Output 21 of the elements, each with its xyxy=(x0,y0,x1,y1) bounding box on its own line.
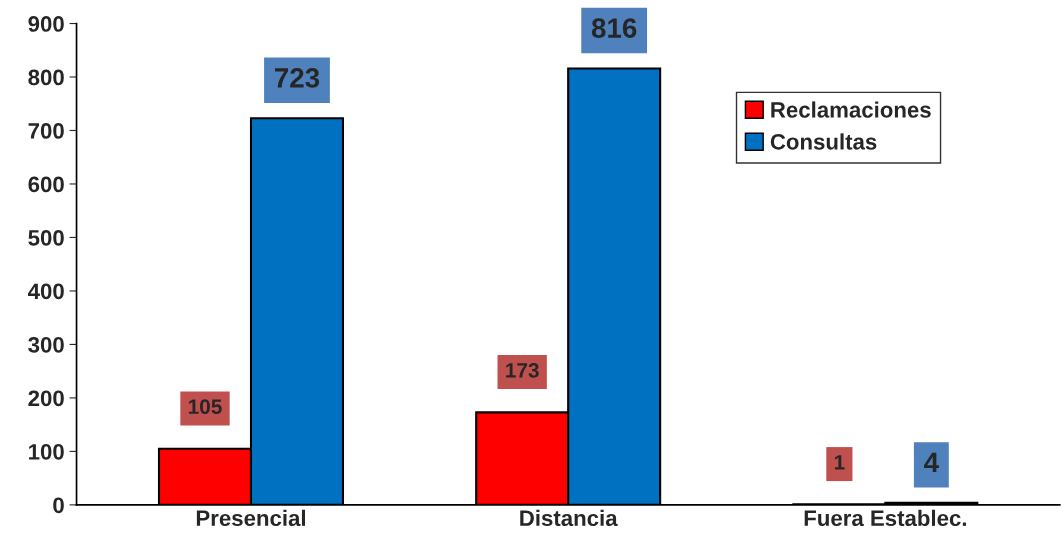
y-tick-label: 900 xyxy=(28,16,64,32)
x-tick-label: Fuera Establec. xyxy=(804,509,966,527)
y-tick-label: 500 xyxy=(28,229,64,246)
y-tick-label: 400 xyxy=(27,283,64,300)
legend-label: Reclamaciones xyxy=(771,101,931,118)
data-label: 173 xyxy=(506,362,539,378)
data-label: 4 xyxy=(924,452,939,472)
y-tick-label: 0 xyxy=(53,497,64,514)
data-label: 105 xyxy=(188,399,222,415)
legend-label: Consultas xyxy=(770,133,877,150)
y-tick-label: 100 xyxy=(29,443,64,460)
y-tick-label: 700 xyxy=(28,123,64,139)
x-tick-label: Distancia xyxy=(520,509,618,527)
y-tick-label: 600 xyxy=(28,176,64,193)
x-tick-label: Presencial xyxy=(196,509,306,527)
y-tick-label: 200 xyxy=(28,390,64,407)
y-tick-label: 300 xyxy=(28,336,64,353)
y-tick-label: 800 xyxy=(28,69,64,86)
data-label: 816 xyxy=(591,18,637,38)
data-label: 1 xyxy=(834,455,845,470)
data-label: 723 xyxy=(275,68,320,88)
